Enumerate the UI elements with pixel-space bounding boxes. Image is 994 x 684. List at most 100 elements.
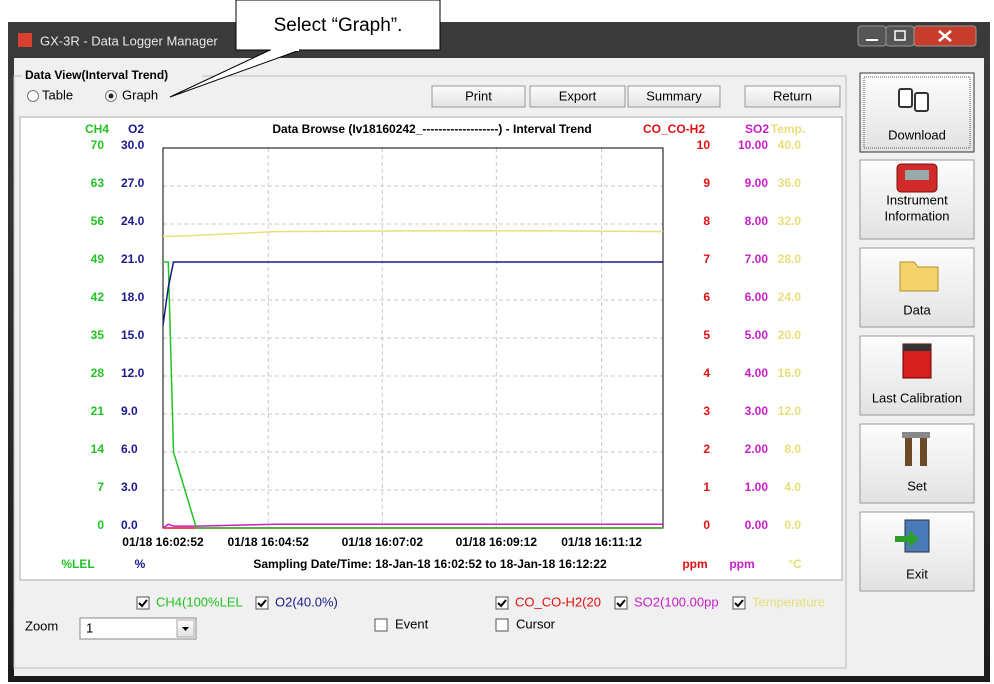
legend-checkbox[interactable] bbox=[496, 597, 508, 609]
legend-label: CO_CO-H2(20 bbox=[515, 594, 601, 609]
zoom-label: Zoom bbox=[25, 618, 58, 633]
side-button-icon bbox=[903, 344, 931, 378]
window-title: GX-3R - Data Logger Manager bbox=[40, 33, 218, 48]
group-label: Data View(Interval Trend) bbox=[25, 68, 168, 82]
axis-unit: ppm bbox=[682, 557, 707, 571]
event-checkbox[interactable] bbox=[375, 619, 387, 631]
legend-checkbox[interactable] bbox=[256, 597, 268, 609]
legend-label: SO2(100.00pp bbox=[634, 594, 719, 609]
toolbar-button-label: Return bbox=[773, 88, 812, 103]
minimize-button[interactable] bbox=[858, 26, 886, 46]
legend-checkbox[interactable] bbox=[733, 597, 745, 609]
y-tick-label: 27.0 bbox=[121, 176, 145, 190]
y-tick-label: 21 bbox=[91, 404, 105, 418]
y-tick-label: 18.0 bbox=[121, 290, 145, 304]
axis-header: O2 bbox=[128, 122, 144, 136]
y-tick-label: 70 bbox=[91, 138, 105, 152]
y-tick-label: 4 bbox=[703, 366, 710, 380]
y-tick-label: 49 bbox=[91, 252, 105, 266]
legend-label: Temperature bbox=[752, 594, 825, 609]
y-tick-label: 5.00 bbox=[745, 328, 769, 342]
y-tick-label: 3.0 bbox=[121, 480, 138, 494]
chart-title: Data Browse (Iv18160242_----------------… bbox=[272, 122, 591, 136]
legend-checkbox[interactable] bbox=[137, 597, 149, 609]
x-tick-label: 01/18 16:09:12 bbox=[456, 535, 538, 549]
y-tick-label: 5 bbox=[703, 328, 710, 342]
y-tick-label: 35 bbox=[91, 328, 105, 342]
axis-header: Temp. bbox=[771, 122, 805, 136]
axis-header: CH4 bbox=[85, 122, 109, 136]
y-tick-label: 42 bbox=[91, 290, 105, 304]
y-tick-label: 36.0 bbox=[778, 176, 802, 190]
y-tick-label: 28 bbox=[91, 366, 105, 380]
y-tick-label: 30.0 bbox=[121, 138, 145, 152]
y-tick-label: 16.0 bbox=[778, 366, 802, 380]
x-tick-label: 01/18 16:04:52 bbox=[228, 535, 310, 549]
event-label: Event bbox=[395, 616, 429, 631]
x-axis-label: Sampling Date/Time: 18-Jan-18 16:02:52 t… bbox=[253, 557, 607, 571]
radio-dot bbox=[109, 94, 114, 99]
y-tick-label: 14 bbox=[91, 442, 105, 456]
x-tick-label: 01/18 16:11:12 bbox=[561, 535, 642, 549]
radio-label: Table bbox=[42, 87, 73, 102]
side-button-icon bbox=[897, 164, 937, 192]
y-tick-label: 3 bbox=[703, 404, 710, 418]
y-tick-label: 28.0 bbox=[778, 252, 802, 266]
y-tick-label: 24.0 bbox=[778, 290, 802, 304]
axis-unit: %LEL bbox=[61, 557, 94, 571]
y-tick-label: 2 bbox=[703, 442, 710, 456]
callout-text: Select “Graph”. bbox=[274, 15, 403, 36]
y-tick-label: 21.0 bbox=[121, 252, 145, 266]
y-tick-label: 24.0 bbox=[121, 214, 145, 228]
toolbar-button-label: Summary bbox=[646, 88, 702, 103]
y-tick-label: 12.0 bbox=[121, 366, 145, 380]
y-tick-label: 3.00 bbox=[745, 404, 769, 418]
screenshot: GX-3R - Data Logger Manager Data View(In… bbox=[0, 0, 994, 684]
y-tick-label: 40.0 bbox=[778, 138, 802, 152]
y-tick-label: 6.00 bbox=[745, 290, 769, 304]
y-tick-label: 7 bbox=[703, 252, 710, 266]
y-tick-label: 1.00 bbox=[745, 480, 769, 494]
y-tick-label: 8 bbox=[703, 214, 710, 228]
x-tick-label: 01/18 16:07:02 bbox=[342, 535, 424, 549]
cursor-label: Cursor bbox=[516, 616, 556, 631]
y-tick-label: 15.0 bbox=[121, 328, 145, 342]
y-tick-label: 63 bbox=[91, 176, 105, 190]
toolbar-button-label: Export bbox=[559, 88, 597, 103]
side-button-label: Set bbox=[907, 478, 927, 493]
y-tick-label: 2.00 bbox=[745, 442, 769, 456]
side-button-label: Instrument bbox=[886, 192, 948, 207]
y-tick-label: 56 bbox=[91, 214, 105, 228]
y-tick-label: 1 bbox=[703, 480, 710, 494]
y-tick-label: 0 bbox=[703, 518, 710, 532]
axis-unit: % bbox=[135, 557, 146, 571]
y-tick-label: 20.0 bbox=[778, 328, 802, 342]
y-tick-label: 9.00 bbox=[745, 176, 769, 190]
axis-header: CO_CO-H2 bbox=[643, 122, 705, 136]
side-button-label: Download bbox=[888, 127, 946, 142]
radio-button[interactable] bbox=[28, 91, 39, 102]
axis-unit: ppm bbox=[729, 557, 754, 571]
side-button-label: Data bbox=[903, 302, 931, 317]
y-tick-label: 0 bbox=[97, 518, 104, 532]
y-tick-label: 10.00 bbox=[738, 138, 768, 152]
y-tick-label: 4.00 bbox=[745, 366, 769, 380]
legend-checkbox[interactable] bbox=[615, 597, 627, 609]
y-tick-label: 9 bbox=[703, 176, 710, 190]
side-button-label: Information bbox=[884, 208, 949, 223]
legend-label: CH4(100%LEL bbox=[156, 594, 243, 609]
y-tick-label: 8.0 bbox=[784, 442, 801, 456]
window-controls[interactable] bbox=[858, 26, 976, 46]
zoom-value: 1 bbox=[86, 620, 93, 635]
y-tick-label: 32.0 bbox=[778, 214, 802, 228]
y-tick-label: 0.0 bbox=[121, 518, 138, 532]
y-tick-label: 6 bbox=[703, 290, 710, 304]
x-tick-label: 01/18 16:02:52 bbox=[122, 535, 204, 549]
maximize-button[interactable] bbox=[886, 26, 914, 46]
y-tick-label: 0.0 bbox=[784, 518, 801, 532]
y-tick-label: 0.00 bbox=[745, 518, 769, 532]
cursor-checkbox[interactable] bbox=[496, 619, 508, 631]
toolbar-button-label: Print bbox=[465, 88, 492, 103]
y-tick-label: 7.00 bbox=[745, 252, 769, 266]
y-tick-label: 8.00 bbox=[745, 214, 769, 228]
